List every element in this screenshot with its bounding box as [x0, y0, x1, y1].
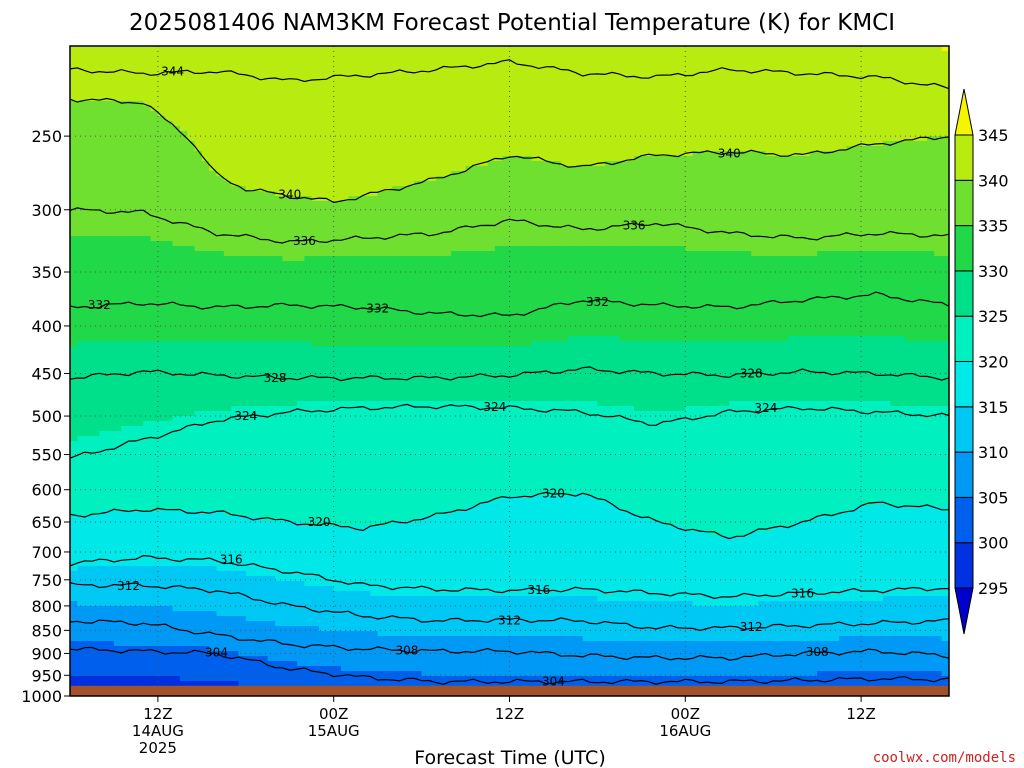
contour-label-332: 332 [88, 298, 111, 312]
x-tick-label: 12Z [495, 705, 524, 723]
colorbar-label: 295 [978, 579, 1009, 598]
colorbar-label: 300 [978, 534, 1009, 553]
contour-lines [70, 59, 949, 685]
x-tick-label: 15AUG [308, 722, 360, 740]
colorbar-bin [954, 225, 974, 272]
colorbar-label: 340 [978, 171, 1009, 190]
contour-label-304: 304 [542, 675, 565, 689]
axes: 250 300 350 400 450 500 550 600 650 700 750 800 850 9… [21, 45, 950, 768]
y-tick-label: 950 [31, 666, 62, 685]
contour-line-320 [70, 491, 949, 540]
y-tick-label: 250 [31, 127, 62, 146]
contour-line-308 [70, 619, 949, 661]
colorbar-extend-bottom [954, 587, 974, 635]
contour-label-328: 328 [264, 371, 287, 385]
y-tick-label: 1000 [21, 687, 62, 706]
contour-label-308: 308 [806, 645, 829, 659]
filled-contours [70, 46, 949, 696]
contour-label-320: 320 [308, 515, 331, 529]
contour-label-316: 316 [527, 583, 550, 597]
contour-label-340: 340 [278, 188, 301, 202]
contour-label-336: 336 [293, 234, 316, 248]
contour-label-316: 316 [791, 587, 814, 601]
contour-label-320: 320 [542, 487, 565, 501]
contour-label-340: 340 [718, 147, 741, 161]
colorbar: 295 300 305 310 315 320 325 330 335 340 345 [954, 88, 1009, 635]
contour-line-336 [70, 207, 949, 244]
x-axis-title: Forecast Time (UTC) [414, 747, 605, 768]
y-tick-label: 600 [31, 481, 62, 500]
x-tick-label: 00Z [671, 705, 700, 723]
colorbar-label: 305 [978, 488, 1009, 507]
contour-label-312: 312 [740, 620, 763, 634]
colorbar-bin [954, 134, 974, 181]
contour-label-336: 336 [623, 219, 646, 233]
contour-labels: 344 340 340 336 336 332 332 332 328 328 324 324 324 3… [88, 64, 829, 688]
contour-label-332: 332 [366, 301, 389, 315]
y-tick-label: 650 [31, 513, 62, 532]
contour-label-324: 324 [234, 409, 257, 423]
colorbar-bin [954, 270, 974, 317]
colorbar-bin [954, 451, 974, 498]
x-tick-label: 00Z [319, 705, 348, 723]
contour-label-304: 304 [205, 646, 228, 660]
plot-area: 344 340 340 336 336 332 332 332 328 328 324 324 324 3… [70, 46, 949, 696]
y-tick-label: 350 [31, 263, 62, 282]
y-tick-label: 850 [31, 621, 62, 640]
credit-text: coolwx.com/models [873, 750, 1016, 766]
colorbar-bin [954, 179, 974, 227]
x-tick-label: 12Z [846, 705, 875, 723]
colorbar-label: 315 [978, 398, 1009, 417]
ground-fill [70, 685, 949, 696]
contour-line-328 [70, 366, 949, 382]
contour-line-344 [70, 59, 949, 90]
colorbar-bin [954, 542, 974, 589]
contour-line-324 [70, 403, 949, 459]
y-tick-label: 750 [31, 571, 62, 590]
colorbar-bin [954, 361, 974, 408]
y-tick-label: 800 [31, 597, 62, 616]
contour-label-308: 308 [395, 643, 418, 657]
contour-label-328: 328 [740, 367, 763, 381]
y-tick-label: 400 [31, 317, 62, 336]
y-tick-label: 300 [31, 201, 62, 220]
colorbar-bin [954, 315, 974, 363]
x-tick-label: 12Z [143, 705, 172, 723]
colorbar-label: 345 [978, 126, 1009, 145]
contour-line-304 [70, 646, 949, 685]
colorbar-bin [954, 496, 974, 544]
contour-label-324: 324 [483, 400, 506, 414]
contour-label-332: 332 [586, 295, 609, 309]
colorbar-label: 325 [978, 307, 1009, 326]
colorbar-bin [954, 406, 974, 453]
x-tick-label: 14AUG [132, 722, 184, 740]
contour-label-316: 316 [220, 552, 243, 566]
y-tick-label: 900 [31, 644, 62, 663]
contour-line-332 [70, 291, 949, 318]
chart-title: 2025081406 NAM3KM Forecast Potential Tem… [129, 10, 895, 36]
contour-line-340 [70, 97, 949, 204]
y-tick-label: 450 [31, 365, 62, 384]
colorbar-label: 335 [978, 217, 1009, 236]
contour-label-324: 324 [754, 401, 777, 415]
contour-line-312 [70, 582, 949, 632]
contour-label-312: 312 [117, 579, 140, 593]
contour-label-344: 344 [161, 64, 184, 78]
y-tick-label: 550 [31, 446, 62, 465]
chart-title-group: 2025081406 NAM3KM Forecast Potential Tem… [129, 10, 895, 36]
x-tick-label: 16AUG [659, 722, 711, 740]
colorbar-label: 320 [978, 353, 1009, 372]
contour-line-316 [70, 554, 949, 600]
colorbar-label: 330 [978, 262, 1009, 281]
y-tick-label: 500 [31, 407, 62, 426]
x-tick-label: 2025 [139, 739, 177, 757]
colorbar-extend-top [954, 88, 974, 136]
y-tick-label: 700 [31, 543, 62, 562]
contour-label-312: 312 [498, 613, 521, 627]
colorbar-label: 310 [978, 443, 1009, 462]
credit-group: coolwx.com/models [873, 750, 1016, 766]
